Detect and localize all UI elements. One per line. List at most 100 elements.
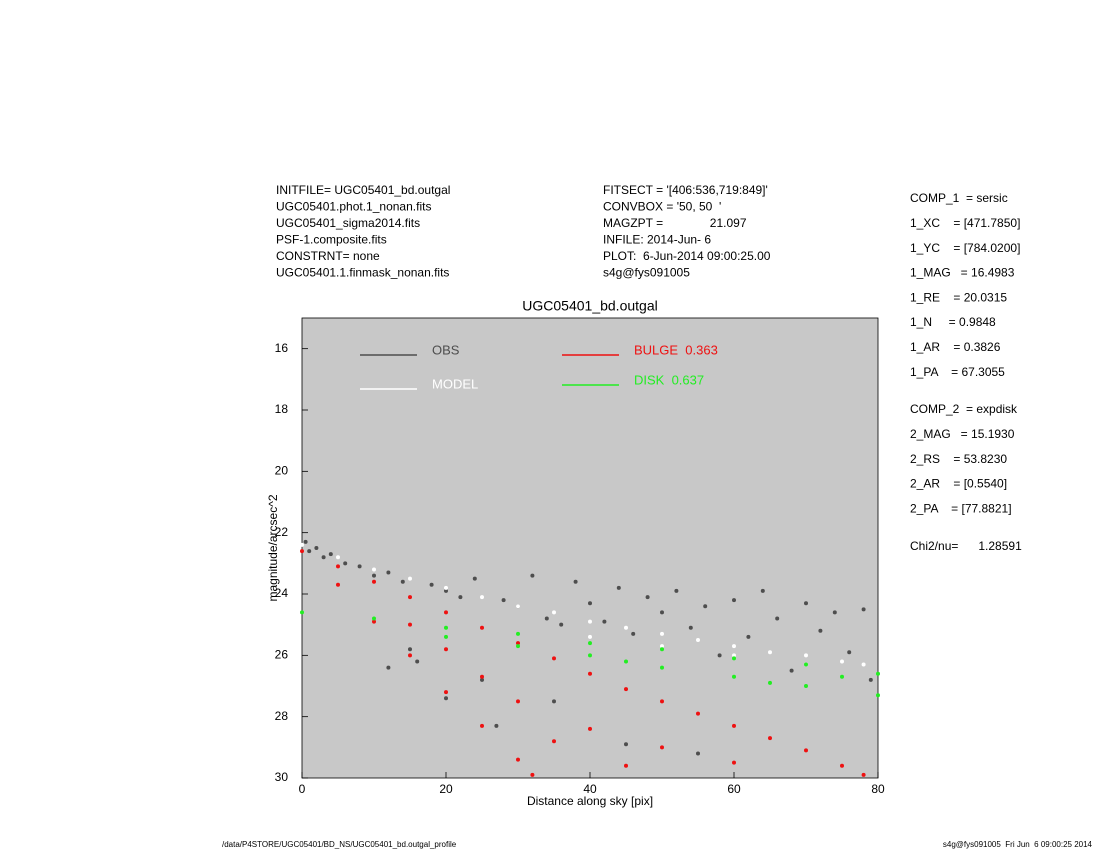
data-point <box>660 699 664 704</box>
data-point <box>480 595 484 600</box>
chi-square: Chi2/nu= 1.28591 <box>910 539 1022 553</box>
data-point <box>660 745 664 750</box>
data-point <box>408 647 412 652</box>
y-tick-label: 20 <box>275 464 289 478</box>
y-tick-label: 16 <box>275 341 289 355</box>
data-point <box>444 625 448 630</box>
param-line: 1_RE = 20.0315 <box>910 290 1007 304</box>
param-line: 1_AR = 0.3826 <box>910 340 1001 354</box>
data-point <box>746 634 751 639</box>
header-line: INFILE: 2014-Jun- 6 <box>603 233 711 247</box>
data-point <box>444 696 448 701</box>
data-point <box>696 638 700 642</box>
data-point <box>321 555 326 560</box>
data-point <box>876 693 880 698</box>
data-point <box>631 631 636 636</box>
data-point <box>408 576 412 581</box>
data-point <box>516 604 520 609</box>
data-point <box>624 742 628 747</box>
data-point <box>861 662 866 667</box>
data-point <box>573 579 578 584</box>
data-point <box>804 684 808 688</box>
data-point <box>300 610 304 615</box>
x-tick-label: 0 <box>299 782 306 796</box>
data-point <box>624 659 628 664</box>
data-point <box>804 653 808 658</box>
data-point <box>386 570 391 575</box>
data-point <box>516 641 520 646</box>
param-line: 2_PA = [77.8821] <box>910 501 1012 515</box>
data-point <box>372 567 376 572</box>
data-point <box>624 625 628 630</box>
header-line: MAGZPT = 21.097 <box>603 216 747 230</box>
data-point <box>588 634 592 639</box>
data-point <box>336 582 340 587</box>
data-point <box>732 674 736 679</box>
data-point <box>328 552 333 557</box>
data-point <box>768 680 772 685</box>
data-point <box>429 582 434 587</box>
data-point <box>847 650 852 655</box>
data-point <box>660 610 664 615</box>
data-point <box>732 644 736 649</box>
data-point <box>480 674 484 679</box>
header-line: INITFILE= UGC05401_bd.outgal <box>276 183 450 197</box>
legend-label: DISK 0.637 <box>634 372 704 387</box>
data-point <box>458 595 463 600</box>
data-point <box>516 644 520 649</box>
data-point <box>444 585 448 590</box>
header-line: PSF-1.composite.fits <box>276 233 387 247</box>
data-point <box>559 622 564 627</box>
data-point <box>552 699 556 704</box>
data-point <box>552 656 556 661</box>
data-point <box>804 662 808 667</box>
data-point <box>314 546 319 550</box>
data-point <box>660 665 664 670</box>
header-line: s4g@fys091005 <box>603 266 690 280</box>
data-point <box>444 588 448 593</box>
data-point <box>624 763 628 768</box>
data-point <box>480 625 484 630</box>
param-line: COMP_2 = expdisk <box>910 402 1018 416</box>
data-point <box>400 579 405 584</box>
data-point <box>480 723 484 728</box>
data-point <box>775 616 780 621</box>
data-point <box>408 653 412 658</box>
param-line: 1_YC = [784.0200] <box>910 241 1020 255</box>
data-point <box>336 564 340 569</box>
y-tick-label: 28 <box>275 709 289 723</box>
data-point <box>343 561 348 566</box>
data-point <box>840 763 844 768</box>
data-point <box>732 723 736 728</box>
data-point <box>660 647 664 652</box>
data-point <box>307 549 312 554</box>
data-point <box>616 585 621 590</box>
header-line: PLOT: 6-Jun-2014 09:00:25.00 <box>603 249 771 263</box>
plot-area <box>301 317 879 779</box>
data-point <box>588 601 592 606</box>
legend-label: BULGE 0.363 <box>634 342 718 357</box>
data-point <box>444 634 448 639</box>
x-axis-label: Distance along sky [pix] <box>527 794 653 808</box>
data-point <box>408 622 412 627</box>
data-point <box>386 665 391 670</box>
legend-label: OBS <box>432 342 460 357</box>
data-point <box>408 595 412 600</box>
data-point <box>415 659 420 664</box>
data-point <box>372 579 376 584</box>
data-point <box>501 598 506 603</box>
header-line: UGC05401.phot.1_nonan.fits <box>276 200 431 214</box>
data-point <box>552 610 556 615</box>
y-axis-label: magnitude/arcsec^2 <box>266 494 280 601</box>
data-point <box>804 748 808 753</box>
param-line: 2_RS = 53.8230 <box>910 452 1007 466</box>
data-point <box>588 671 592 676</box>
data-point <box>372 619 376 624</box>
footer-path: /data/P4STORE/UGC05401/BD_NS/UGC05401_bd… <box>222 840 457 849</box>
data-point <box>303 539 308 544</box>
data-point <box>732 760 736 765</box>
data-point <box>703 604 708 609</box>
data-point <box>732 653 736 658</box>
data-point <box>530 772 535 777</box>
param-line: 2_AR = [0.5540] <box>910 477 1007 491</box>
